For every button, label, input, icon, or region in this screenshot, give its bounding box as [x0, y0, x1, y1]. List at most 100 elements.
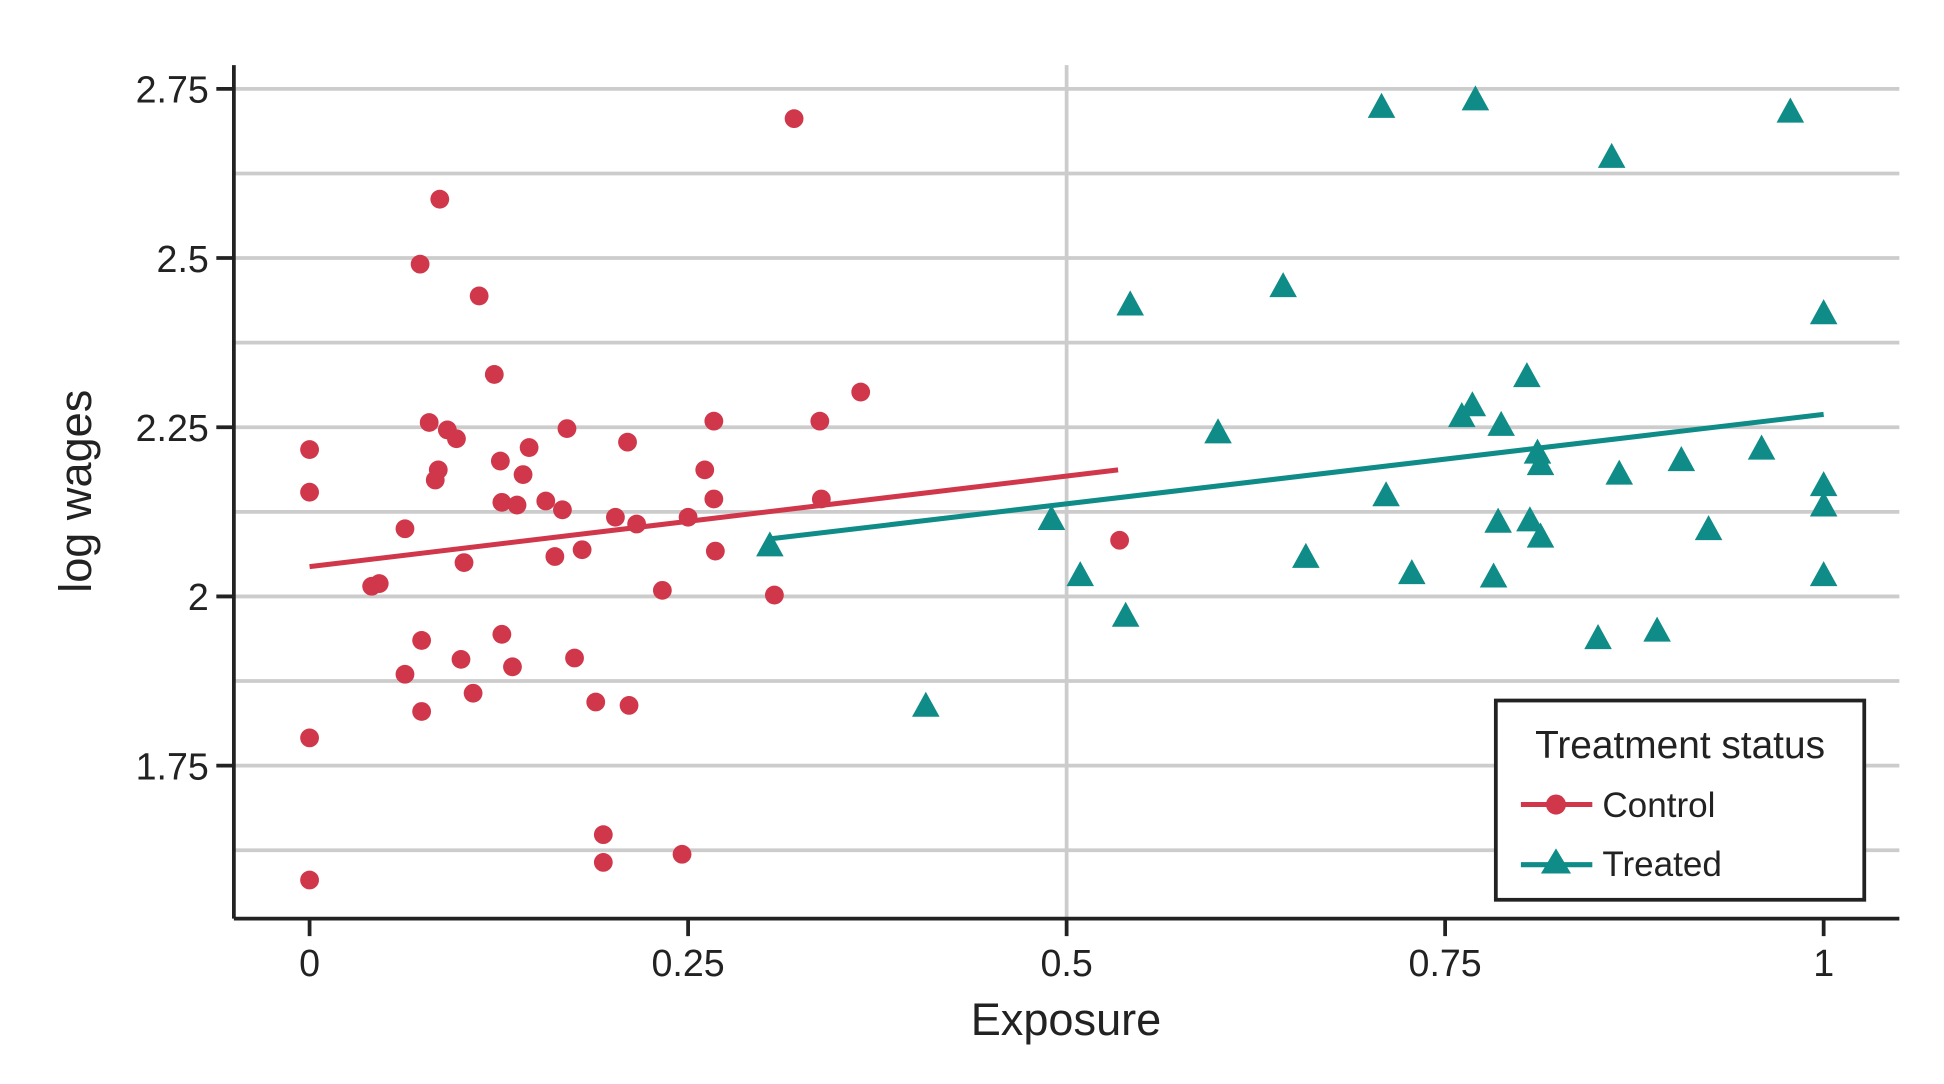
control-point	[412, 702, 432, 721]
control-point	[765, 585, 784, 605]
control-fit-line	[309, 467, 1119, 570]
x-tick-label: 0.5	[1040, 942, 1092, 984]
control-point	[618, 432, 637, 452]
x-tick-label: 0.25	[652, 942, 725, 984]
treated-point	[1479, 562, 1508, 588]
control-point	[419, 413, 439, 432]
treated-point	[1461, 85, 1490, 111]
y-tick-label: 1.75	[136, 745, 209, 787]
y-tick-label: 2.25	[136, 407, 209, 449]
control-point	[704, 411, 724, 431]
treated-point	[1526, 522, 1555, 548]
control-point	[513, 465, 533, 485]
treated-point	[1667, 446, 1696, 472]
control-point	[412, 631, 432, 650]
treated-point	[1111, 601, 1140, 627]
treated-point	[1116, 290, 1144, 316]
treated-point	[1643, 616, 1671, 642]
treated-point	[1513, 362, 1541, 388]
treated-point	[1292, 542, 1320, 568]
control-point	[678, 507, 698, 527]
control-point	[492, 624, 512, 644]
fit-lines	[309, 411, 1824, 570]
x-tick-label: 1	[1813, 942, 1834, 984]
control-point	[300, 440, 319, 459]
treated-point	[1776, 97, 1805, 123]
x-tick-label: 0	[299, 942, 320, 984]
control-point	[300, 728, 319, 748]
control-point	[557, 419, 577, 438]
treated-point	[1694, 515, 1723, 541]
control-point	[593, 825, 613, 845]
y-tick-label: 2.5	[157, 238, 209, 280]
control-point	[369, 574, 389, 593]
control-point	[695, 460, 715, 480]
legend-control-marker	[1545, 794, 1567, 815]
gridlines	[233, 65, 1900, 919]
treated-point	[1809, 561, 1838, 587]
control-point	[586, 692, 606, 712]
control-point	[490, 451, 510, 471]
treated-point	[1747, 434, 1776, 460]
control-point	[492, 492, 512, 512]
treated-point	[912, 691, 940, 717]
control-point	[425, 470, 445, 490]
y-tick-label: 2.75	[136, 69, 209, 111]
treated-point	[1484, 507, 1512, 533]
treated-point	[1372, 481, 1400, 507]
treated-point	[1269, 272, 1297, 298]
legend-title: Treatment status	[1535, 724, 1825, 767]
control-point	[545, 547, 565, 566]
control-point	[810, 411, 830, 431]
control-point	[454, 553, 474, 572]
legend-control-label: Control	[1602, 786, 1715, 825]
control-point	[705, 541, 725, 561]
control-point	[519, 438, 539, 457]
treated-point	[1037, 504, 1066, 530]
control-point	[469, 286, 489, 306]
control-point	[484, 365, 504, 384]
control-point	[463, 683, 483, 703]
control-point	[410, 254, 430, 274]
control-point	[606, 507, 625, 527]
control-point	[672, 844, 692, 864]
control-point	[619, 695, 639, 715]
control-point	[447, 429, 466, 449]
control-point	[593, 853, 613, 872]
treated-point	[1584, 624, 1612, 650]
legend-treated-marker	[1540, 848, 1572, 874]
treated-point	[1448, 402, 1476, 428]
control-point	[704, 489, 724, 509]
treated-point	[1516, 506, 1544, 532]
control-point	[1110, 530, 1130, 550]
treated-point	[1597, 142, 1626, 168]
treated-point	[1487, 410, 1515, 436]
treated-point	[1809, 471, 1838, 497]
control-point	[395, 519, 415, 539]
treated-point	[1605, 459, 1634, 485]
treated-point	[1526, 450, 1555, 476]
control-point	[300, 482, 319, 502]
control-point	[851, 382, 871, 402]
control-point	[503, 657, 522, 677]
control-point	[451, 649, 471, 669]
treated-point	[1809, 491, 1838, 517]
axes: 1.75 2 2.25 2.5 2.75 0 0.25 0.5 0.75 1	[136, 65, 1900, 984]
control-point	[395, 664, 415, 684]
control-point	[627, 514, 647, 534]
x-axis-label: Exposure	[971, 994, 1162, 1045]
control-point	[784, 109, 804, 129]
y-tick-label: 2	[188, 576, 209, 618]
treated-point	[1809, 299, 1838, 325]
data-points	[300, 85, 1838, 890]
control-point	[811, 489, 831, 509]
treated-point	[1367, 92, 1396, 118]
control-point	[565, 648, 584, 668]
treated-point	[1066, 561, 1095, 587]
legend-treated-label: Treated	[1602, 845, 1722, 884]
x-tick-label: 0.75	[1409, 942, 1482, 984]
legend: Treatment status Control Treated	[1493, 698, 1867, 902]
control-point	[300, 870, 319, 890]
control-point	[553, 500, 572, 520]
